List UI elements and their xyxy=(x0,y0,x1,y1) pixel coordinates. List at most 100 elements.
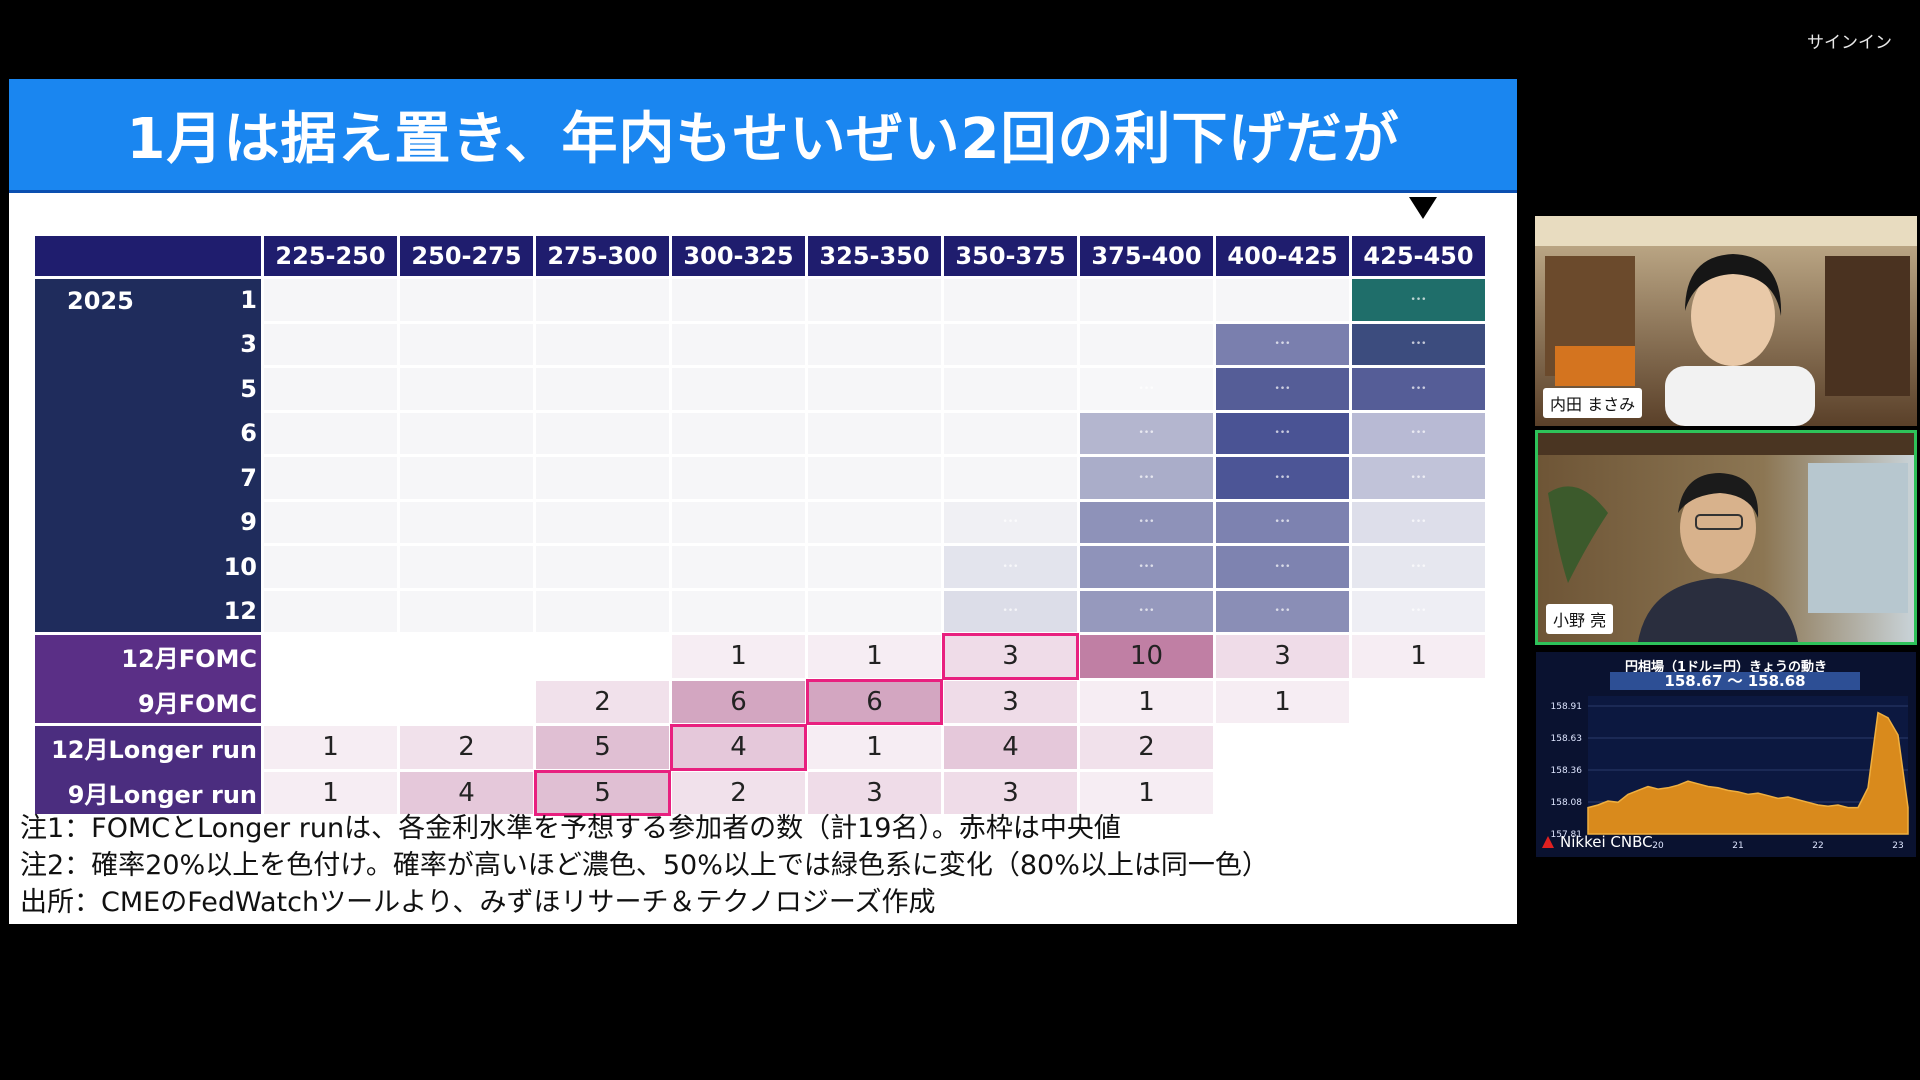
column-header: 425-450 xyxy=(1352,236,1485,276)
dot-count-cell: 4 xyxy=(400,771,533,814)
column-header: 375-400 xyxy=(1080,236,1213,276)
y-tick-label: 158.36 xyxy=(1551,766,1583,776)
meeting-month-label: 10 xyxy=(223,552,257,581)
probability-cell: ••• xyxy=(1080,546,1213,588)
probability-cell: ••• xyxy=(1080,412,1213,454)
meeting-month-label: 3 xyxy=(240,330,257,359)
dot-count-cell: 3 xyxy=(808,771,941,814)
probability-cell xyxy=(672,368,805,410)
dot-count-cell: 5 xyxy=(536,771,669,814)
probability-cell xyxy=(536,323,669,365)
probability-cell xyxy=(264,457,397,499)
probability-cell xyxy=(808,457,941,499)
probability-cell xyxy=(264,412,397,454)
y-tick-label: 157.81 xyxy=(1551,830,1583,840)
note-1: 注1：FOMCとLonger runは、各金利水準を予想する参加者の数（計19名… xyxy=(20,813,1121,844)
probability-cell xyxy=(536,457,669,499)
dot-count-cell: 1 xyxy=(264,771,397,814)
probability-cell xyxy=(400,457,533,499)
dot-count-cell: 1 xyxy=(264,726,397,769)
dot-count-cell xyxy=(1216,771,1349,814)
cell-dots: ••• xyxy=(1002,517,1019,528)
probability-cell: ••• xyxy=(1216,590,1349,632)
probability-cell: ••• xyxy=(944,501,1077,543)
cell-dots: ••• xyxy=(1274,428,1291,439)
column-header: 325-350 xyxy=(808,236,941,276)
probability-cell xyxy=(808,590,941,632)
cell-dots: ••• xyxy=(1410,561,1427,572)
probability-cell xyxy=(944,279,1077,321)
probability-cell xyxy=(264,501,397,543)
dot-count-cell: 3 xyxy=(1216,635,1349,678)
probability-cell xyxy=(400,546,533,588)
cell-dots: ••• xyxy=(1410,472,1427,483)
dot-row-label: 12月Longer run xyxy=(51,735,257,764)
cell-dots: ••• xyxy=(1410,606,1427,617)
probability-cell xyxy=(944,457,1077,499)
slide-notes: 注1：FOMCとLonger runは、各金利水準を予想する参加者の数（計19名… xyxy=(20,810,1269,921)
rate-probability-table: 225-250 250-275 275-300 300-325 325-350 350-3… xyxy=(35,236,1499,886)
column-header: 250-275 xyxy=(400,236,533,276)
x-tick-label: 23 xyxy=(1892,841,1903,851)
probability-cell xyxy=(264,368,397,410)
probability-cell: ••• xyxy=(1080,368,1213,410)
cell-dots: ••• xyxy=(1274,606,1291,617)
x-tick-label: 20 xyxy=(1652,841,1664,851)
slide-title: 1月は据え置き、年内もせいぜい2回の利下げだが xyxy=(9,79,1517,193)
probability-cell xyxy=(400,501,533,543)
dot-count-cell: 4 xyxy=(672,726,805,769)
cell-dots: ••• xyxy=(1274,561,1291,572)
dot-count-cell xyxy=(536,635,669,678)
probability-cell xyxy=(400,279,533,321)
probability-cell xyxy=(808,412,941,454)
probability-cell xyxy=(672,546,805,588)
column-header: 300-325 xyxy=(672,236,805,276)
probability-cell xyxy=(536,501,669,543)
dot-row-label: 9月FOMC xyxy=(138,690,257,719)
market-range: 158.67 ～ 158.68 xyxy=(1610,672,1860,690)
dot-count-cell: 2 xyxy=(672,771,805,814)
probability-cell: ••• xyxy=(1216,457,1349,499)
probability-cell: ••• xyxy=(944,590,1077,632)
cell-dots: ••• xyxy=(1138,383,1155,394)
probability-cell: ••• xyxy=(1352,323,1485,365)
cell-dots: ••• xyxy=(1410,294,1427,305)
x-tick-label: 22 xyxy=(1812,841,1823,851)
probability-cell xyxy=(536,279,669,321)
sign-in-button[interactable]: サインイン xyxy=(1807,33,1892,53)
probability-cell xyxy=(536,368,669,410)
probability-cell xyxy=(672,279,805,321)
cell-dots: ••• xyxy=(1410,383,1427,394)
probability-cell xyxy=(400,412,533,454)
probability-cell: ••• xyxy=(1216,412,1349,454)
probability-cell xyxy=(264,590,397,632)
probability-cell xyxy=(264,279,397,321)
participant-name-label: 小野 亮 xyxy=(1546,604,1614,634)
participant-video-2[interactable]: 小野 亮 xyxy=(1535,430,1917,645)
probability-cell: ••• xyxy=(1352,368,1485,410)
cell-dots: ••• xyxy=(1138,517,1155,528)
y-tick-label: 158.08 xyxy=(1551,798,1583,808)
cell-dots: ••• xyxy=(1138,428,1155,439)
dot-count-cell xyxy=(1216,726,1349,769)
probability-cell: ••• xyxy=(1080,590,1213,632)
yen-chart: 158.91 158.63 158.36 158.08 157.81 20 21 22 23 xyxy=(1551,696,1909,851)
probability-cell: ••• xyxy=(1216,501,1349,543)
dot-count-cell: 1 xyxy=(1080,680,1213,723)
probability-cell: ••• xyxy=(1352,412,1485,454)
dot-count-cell xyxy=(1352,680,1485,723)
probability-cell xyxy=(944,412,1077,454)
participant-video-1[interactable]: 内田 まさみ xyxy=(1535,216,1917,426)
note-2: 注2：確率20%以上を色付け。確率が高いほど濃色、50%以上では緑色系に変化（8… xyxy=(20,850,1269,881)
table-header-corner xyxy=(35,236,261,276)
dot-count-cell: 5 xyxy=(536,726,669,769)
probability-cell xyxy=(264,323,397,365)
cell-dots: ••• xyxy=(1410,428,1427,439)
meeting-month-label: 6 xyxy=(240,419,257,448)
cell-dots: ••• xyxy=(1138,472,1155,483)
probability-cell xyxy=(672,412,805,454)
cell-dots: ••• xyxy=(1274,339,1291,350)
dot-count-cell: 1 xyxy=(808,635,941,678)
probability-cell: ••• xyxy=(944,546,1077,588)
nikkei-cnbc-logo: Nikkei CNBC xyxy=(1540,833,1653,851)
